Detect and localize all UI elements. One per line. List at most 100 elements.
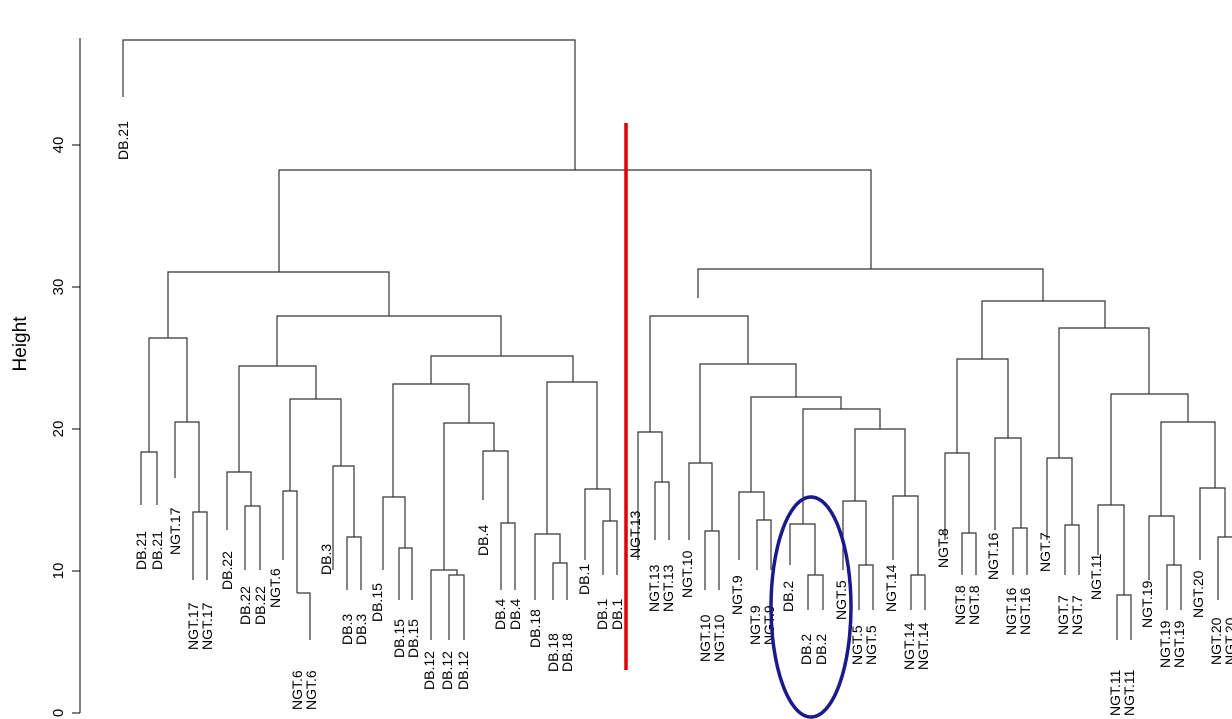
branch <box>1148 515 1175 580</box>
leaf-label: NGT.13 <box>627 510 643 558</box>
leaf-label: NGT.14 <box>915 622 931 670</box>
leaf-label: NGT.10 <box>697 614 713 662</box>
y-axis <box>72 38 81 714</box>
branch <box>332 465 355 570</box>
branch <box>637 431 663 560</box>
branch <box>994 437 1022 530</box>
leaf-label: DB.21 <box>133 531 149 570</box>
leaf-label: DB.2 <box>813 634 829 665</box>
leaf-label: NGT.5 <box>833 580 849 620</box>
branch <box>1217 536 1232 600</box>
y-tick-label: 30 <box>50 279 67 296</box>
branch <box>756 519 772 570</box>
leaf-label: DB.1 <box>609 599 625 630</box>
leaf-label: DB.22 <box>237 586 253 625</box>
leaf-label: NGT.11 <box>1107 669 1123 716</box>
y-tick-label: 0 <box>50 709 67 717</box>
branch <box>688 462 713 540</box>
leaf-label: NGT.20 <box>1208 617 1224 665</box>
leaf-label: NGT.9 <box>729 575 745 615</box>
leaf-label: NGT.11 <box>1088 553 1104 600</box>
leaf-label: DB.2 <box>780 581 796 612</box>
branch <box>1064 524 1080 575</box>
branch <box>807 574 824 610</box>
leaf-label: DB.2 <box>798 634 814 665</box>
branch <box>1166 564 1182 610</box>
leaf-label: DB.1 <box>594 599 610 630</box>
branch <box>1058 327 1150 394</box>
leaf-label: DB.15 <box>391 619 407 658</box>
branch <box>1097 504 1125 595</box>
highlight-ellipse <box>769 495 853 719</box>
leaf-label: NGT.16 <box>1017 587 1033 635</box>
leaf-label: NGT.8 <box>935 528 951 568</box>
leaf-label: NGT.11 <box>1121 669 1137 716</box>
branch <box>750 396 842 492</box>
leaf-label: DB.15 <box>405 619 421 658</box>
leaf-label: NGT.10 <box>679 550 695 598</box>
leaf-label: NGT.14 <box>883 564 899 612</box>
leaf-label: NGT.6 <box>267 568 283 608</box>
leaf-label: DB.22 <box>252 586 268 625</box>
leaf-label: NGT.6 <box>289 670 305 710</box>
branch <box>430 355 574 384</box>
leaf-label: DB.1 <box>576 564 592 595</box>
branch <box>858 564 874 610</box>
branch <box>430 569 458 640</box>
leaf-label: NGT.19 <box>1139 580 1155 628</box>
y-axis-label: Height <box>10 316 31 372</box>
leaf-label: NGT.9 <box>747 605 763 645</box>
leaf-label: DB.4 <box>475 525 491 556</box>
branch <box>892 495 919 575</box>
branch <box>1160 421 1216 516</box>
leaf-label: NGT.7 <box>1037 532 1053 572</box>
branch <box>1012 527 1028 575</box>
branch <box>346 536 362 590</box>
branch <box>546 381 598 534</box>
leaf-label: NGT.6 <box>303 670 319 710</box>
leaf-label: NGT.8 <box>966 585 982 625</box>
leaf-label: NGT.13 <box>660 564 676 612</box>
branch <box>174 421 200 512</box>
leaf-label: NGT.17 <box>185 602 201 650</box>
branch <box>500 522 516 590</box>
dendrogram-branches <box>122 39 1232 640</box>
leaf-label: NGT.13 <box>646 564 662 612</box>
leaf-label: NGT.19 <box>1157 620 1173 668</box>
branch <box>238 365 317 472</box>
branch <box>226 471 252 530</box>
branch <box>167 271 390 338</box>
branch <box>192 511 208 580</box>
leaf-label: DB.4 <box>507 599 523 630</box>
leaf-label: NGT.16 <box>985 532 1001 580</box>
branch <box>956 358 1009 453</box>
branch <box>140 451 158 505</box>
leaf-label: NGT.8 <box>952 585 968 625</box>
branch <box>854 428 906 501</box>
branch <box>649 315 749 432</box>
leaf-label: NGT.5 <box>849 625 865 665</box>
branch <box>944 452 970 540</box>
branch <box>289 398 342 491</box>
leaf-label: NGT.17 <box>199 602 215 650</box>
y-tick-label: 10 <box>50 563 67 580</box>
leaf-label: DB.18 <box>559 633 575 672</box>
branch <box>297 592 311 640</box>
branch <box>382 496 406 570</box>
branch <box>602 520 618 575</box>
leaf-label: NGT.20 <box>1190 570 1206 618</box>
leaf-label: NGT.7 <box>1055 595 1071 635</box>
branch <box>398 547 413 600</box>
y-tick-label: 40 <box>50 137 67 154</box>
leaf-label: NGT.20 <box>1222 617 1232 665</box>
y-tick-label: 20 <box>50 421 67 438</box>
leaf-label: NGT.9 <box>761 605 777 645</box>
leaf-label: NGT.14 <box>901 622 917 670</box>
branch <box>448 574 465 640</box>
leaf-label: DB.18 <box>527 609 543 648</box>
leaf-label: DB.21 <box>115 121 131 160</box>
leaf-label: NGT.16 <box>1003 587 1019 635</box>
y-tick-labels: 0 10 20 30 40 <box>50 137 67 718</box>
leaf-label: DB.3 <box>353 614 369 645</box>
